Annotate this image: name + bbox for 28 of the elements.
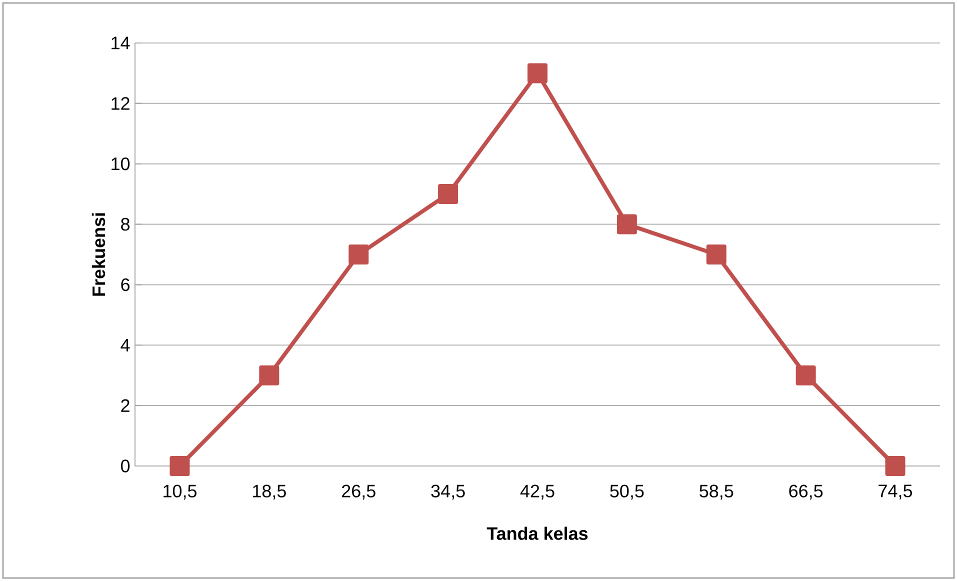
y-axis-title: Frekuensi <box>92 213 106 296</box>
point <box>170 456 190 476</box>
point <box>706 244 726 264</box>
y-tick-label: 12 <box>112 97 130 110</box>
y-tick-label: 8 <box>121 218 130 231</box>
y-tick-label: 6 <box>121 278 130 292</box>
x-tick-label: 10,5 <box>164 484 196 500</box>
point <box>259 365 280 386</box>
x-tick-label: 26,5 <box>342 484 376 500</box>
y-tick-label: 0 <box>121 460 130 472</box>
x-tick-label: 18,5 <box>253 484 286 500</box>
y-tick-label: 14 <box>112 36 130 50</box>
x-tick-label: 34,5 <box>431 484 465 500</box>
y-tick-label: 10 <box>112 157 130 170</box>
y-tick-label: 4 <box>120 338 130 352</box>
x-tick-label: 74,5 <box>878 484 912 500</box>
x-tick-label: 50,5 <box>610 484 644 500</box>
point <box>348 244 369 264</box>
x-tick-label: 66,5 <box>789 484 823 500</box>
x-tick-label: 42,5 <box>520 484 554 500</box>
point <box>527 63 548 84</box>
x-axis-title: Tanda kelas <box>486 526 588 540</box>
y-tick-label: 2 <box>121 399 130 412</box>
point <box>438 184 458 204</box>
point <box>885 456 906 476</box>
point <box>616 214 637 234</box>
x-tick-label: 58,5 <box>700 484 734 500</box>
point <box>796 365 816 386</box>
